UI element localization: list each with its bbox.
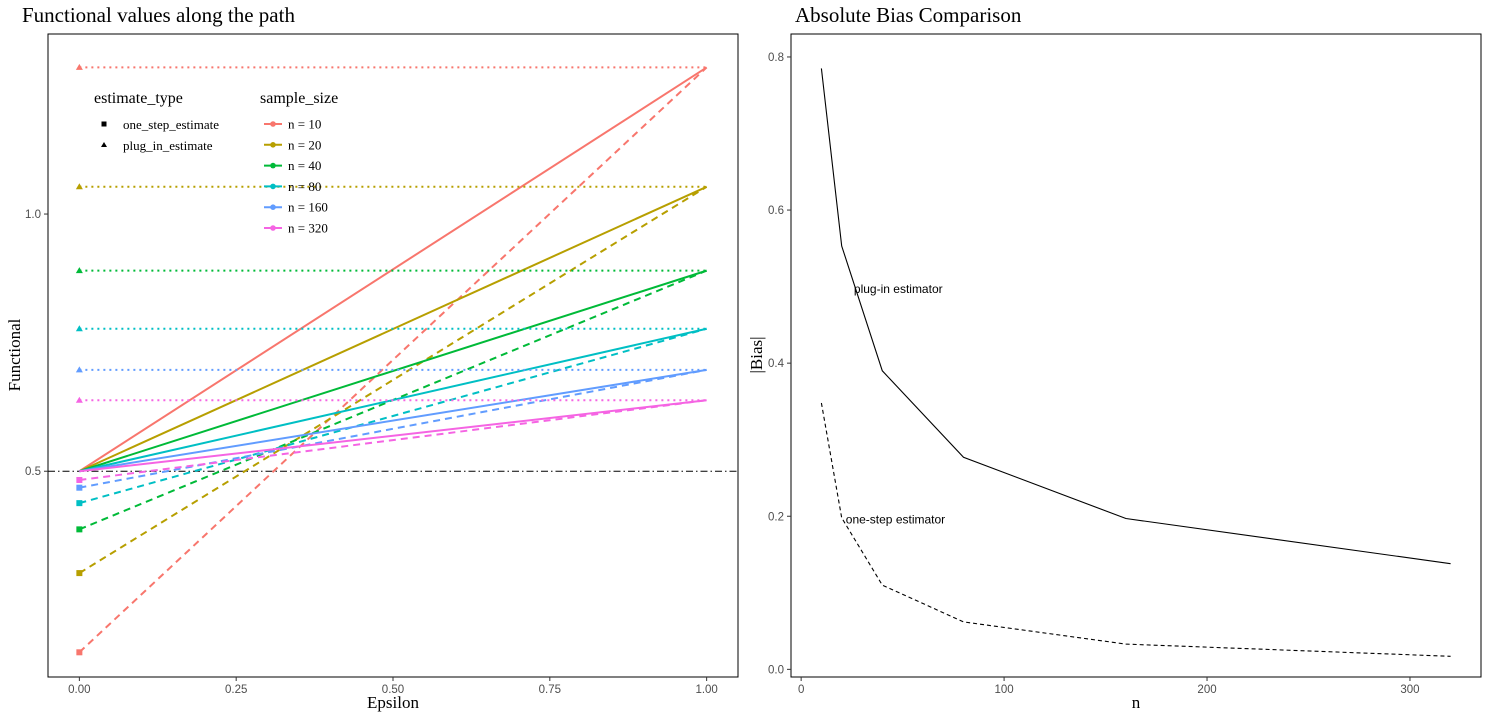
y-tick-label: 0.4 (768, 358, 785, 370)
right-x-axis-title: n (1132, 693, 1141, 712)
legend-label-sample-size: n = 80 (288, 179, 321, 194)
x-tick-label: 300 (1400, 684, 1419, 696)
x-tick-label: 0 (798, 684, 804, 696)
one-step-square-marker-n10 (76, 649, 83, 656)
legend-label-sample-size: n = 10 (288, 117, 321, 132)
one-step-square-marker-n80 (76, 500, 83, 507)
legend-title-estimate-type: estimate_type (94, 90, 183, 107)
path-line-n160 (79, 368, 707, 473)
one-step-bias-line (820, 402, 1451, 657)
y-tick-label: 0.2 (768, 511, 784, 523)
legend-key-dot (270, 183, 276, 190)
left-x-axis-title: Epsilon (367, 693, 419, 712)
legend-label-sample-size: n = 20 (288, 137, 321, 152)
path-line-n10 (78, 66, 708, 473)
plugin-triangle-marker-n160 (75, 366, 83, 373)
one-step-line-n10 (78, 66, 708, 654)
one-step-square-marker-n40 (76, 526, 83, 533)
legend-label-sample-size: n = 40 (288, 158, 321, 173)
legend-sample-size: sample_size n = 10 n = 20 n = 40 n = 80 n = … (260, 90, 338, 236)
right-chart-title: Absolute Bias Comparison (795, 3, 1022, 27)
bias-annotation: one-step estimator (846, 512, 945, 526)
legend-label-sample-size: n = 320 (288, 221, 328, 236)
left-series-group (75, 63, 708, 656)
left-chart-title: Functional values along the path (22, 3, 295, 27)
plugin-triangle-marker-n40 (75, 267, 83, 274)
triangle-marker-icon (101, 142, 107, 147)
legend-title-sample-size: sample_size (260, 90, 338, 107)
x-tick-label: 1.00 (695, 684, 717, 696)
square-marker-icon (101, 121, 107, 127)
right-annotations: plug-in estimator one-step estimator (846, 282, 945, 526)
plugin-triangle-marker-n320 (75, 396, 83, 403)
right-chart-panel: Absolute Bias Comparison plug-in estimat… (747, 3, 1482, 712)
legend-key-dot (270, 121, 276, 127)
one-step-line-n320 (79, 399, 707, 481)
one-step-square-marker-n320 (76, 476, 83, 483)
path-line-n320 (79, 399, 707, 473)
y-tick-label: 0.8 (768, 52, 784, 64)
right-plot-border (790, 33, 1482, 678)
left-x-ticks: 0.00 0.25 0.50 0.75 1.00 (68, 677, 718, 696)
right-y-ticks: 0.0 0.2 0.4 0.6 0.8 (768, 52, 791, 676)
left-y-ticks: 0.5 1.0 (25, 209, 48, 478)
x-tick-label: 0.50 (382, 684, 404, 696)
y-tick-label: 1.0 (25, 209, 41, 221)
right-y-axis-title: |Bias| (747, 336, 766, 373)
left-y-axis-title: Functional (5, 318, 24, 391)
y-tick-label: 0.0 (768, 664, 784, 676)
x-tick-label: 0.25 (225, 684, 247, 696)
one-step-square-marker-n20 (76, 570, 83, 577)
legend-key-dot (270, 162, 276, 169)
legend-label-sample-size: n = 160 (288, 200, 328, 215)
one-step-line-n80 (79, 327, 707, 505)
legend-label-one-step: one_step_estimate (123, 117, 219, 132)
y-tick-label: 0.5 (25, 466, 41, 478)
bias-annotation: plug-in estimator (854, 282, 943, 296)
path-line-n40 (79, 269, 707, 473)
plugin-triangle-marker-n80 (75, 325, 83, 332)
right-series-group (820, 68, 1451, 657)
x-tick-label: 200 (1197, 684, 1216, 696)
x-tick-label: 100 (994, 684, 1013, 696)
plug-in-bias-line (820, 68, 1451, 565)
one-step-square-marker-n160 (76, 484, 83, 491)
plugin-triangle-marker-n20 (75, 183, 83, 190)
left-chart-panel: Functional values along the path 0.00 0.2… (5, 3, 739, 712)
plugin-triangle-marker-n10 (75, 63, 83, 70)
right-x-ticks: 0 100 200 300 (798, 677, 1420, 696)
y-tick-label: 0.6 (768, 205, 784, 217)
legend-estimate-type: estimate_type one_step_estimate plug_in_… (94, 90, 219, 153)
one-step-line-n20 (78, 185, 708, 574)
x-tick-label: 0.00 (68, 684, 90, 696)
legend-key-dot (270, 142, 276, 148)
one-step-line-n160 (79, 368, 707, 489)
legend-key-dot (270, 204, 276, 210)
legend-label-plug-in: plug_in_estimate (123, 138, 213, 153)
x-tick-label: 0.75 (539, 684, 561, 696)
legend-key-dot (270, 225, 276, 231)
